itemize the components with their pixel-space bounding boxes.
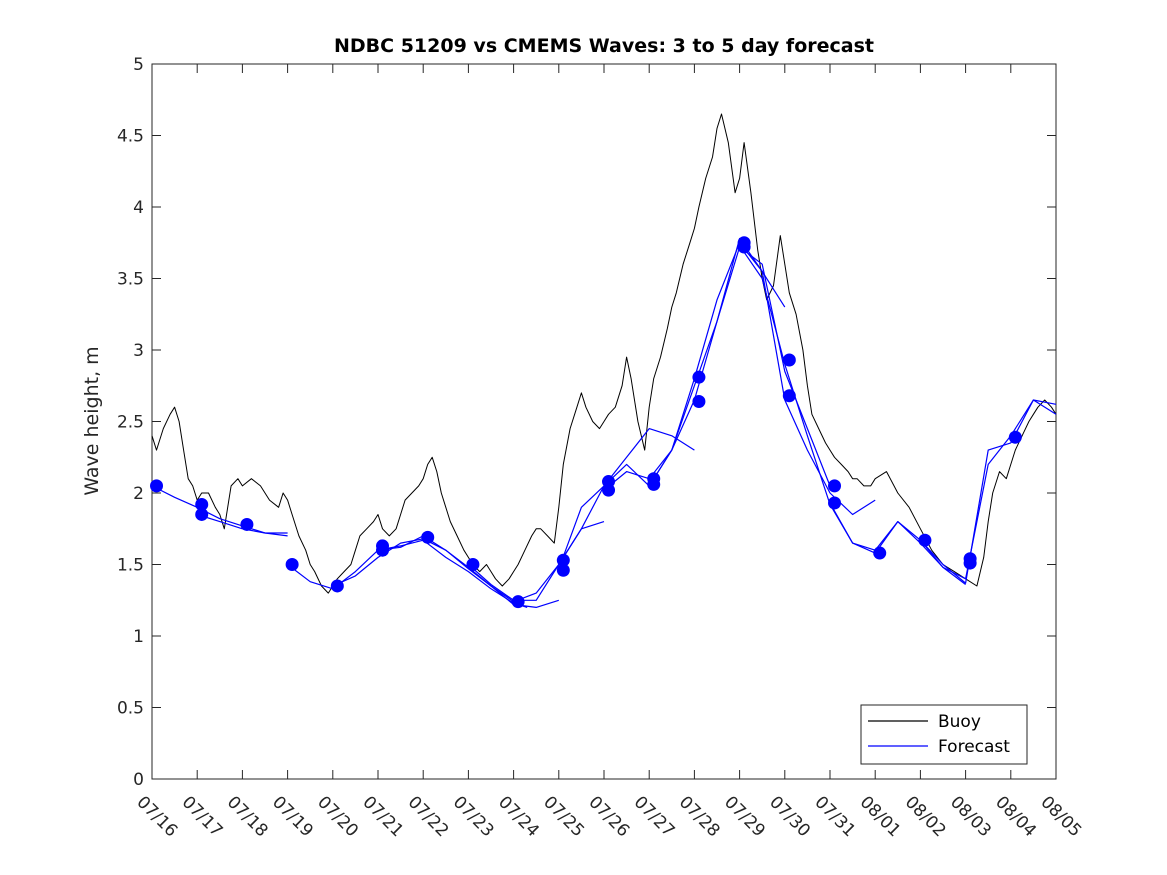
x-tick-label: 07/19 [268, 792, 317, 841]
legend-buoy-label: Buoy [938, 712, 981, 732]
forecast-marker [647, 477, 661, 491]
x-tick-label: 07/25 [539, 792, 588, 841]
x-tick-label: 07/29 [720, 792, 769, 841]
y-axis-label: Wave height, m [81, 346, 103, 495]
chart-title: NDBC 51209 vs CMEMS Waves: 3 to 5 day fo… [334, 35, 874, 57]
buoy-series-line [151, 113, 1057, 594]
x-tick-label: 07/18 [223, 792, 272, 841]
marker-layer [150, 236, 1022, 609]
y-tick-label: 1 [133, 627, 144, 647]
y-tick-label: 4.5 [117, 127, 144, 147]
x-tick-label: 07/24 [494, 792, 543, 841]
x-tick-label: 08/05 [1036, 792, 1085, 841]
forecast-marker [918, 533, 932, 547]
x-tick-label: 08/04 [991, 792, 1040, 841]
x-tick-label: 07/30 [765, 792, 814, 841]
y-tick-label: 0.5 [117, 699, 144, 719]
forecast-marker [195, 497, 209, 511]
x-tick-label: 07/28 [675, 792, 724, 841]
forecast-series-line [287, 539, 528, 608]
forecast-marker [963, 556, 977, 570]
forecast-marker [602, 483, 616, 497]
forecast-series-line [919, 399, 1057, 584]
series-layer [151, 113, 1057, 609]
x-tick-label: 07/27 [630, 792, 679, 841]
x-tick-label: 07/16 [132, 792, 181, 841]
forecast-marker [782, 389, 796, 403]
forecast-marker [692, 370, 706, 384]
forecast-marker [692, 394, 706, 408]
legend-box [860, 704, 1028, 765]
forecast-marker [466, 558, 480, 571]
forecast-marker [511, 595, 525, 609]
forecast-marker [330, 579, 344, 593]
forecast-marker [828, 479, 842, 493]
forecast-marker [556, 553, 570, 567]
y-tick-label: 3.5 [117, 270, 144, 290]
x-tick-label: 08/03 [946, 792, 995, 841]
x-tick-label: 07/23 [449, 792, 498, 841]
forecast-marker [828, 496, 842, 510]
x-tick-label: 07/21 [358, 792, 407, 841]
x-tick-label: 08/02 [901, 792, 950, 841]
y-tick-label: 1.5 [117, 556, 144, 576]
forecast-marker [285, 558, 299, 571]
x-tick-label: 07/31 [810, 792, 859, 841]
x-tick-label: 07/22 [404, 792, 453, 841]
forecast-series-line [829, 399, 1057, 580]
y-tick-label: 2 [133, 484, 144, 504]
legend: Buoy Forecast [860, 704, 1028, 765]
forecast-marker [782, 353, 796, 367]
forecast-marker [195, 507, 209, 521]
x-tick-label: 07/26 [584, 792, 633, 841]
legend-forecast-label: Forecast [938, 737, 1010, 757]
forecast-marker [421, 530, 435, 544]
x-tick-label: 07/17 [178, 792, 227, 841]
forecast-marker [150, 479, 164, 493]
forecast-marker [556, 563, 570, 577]
x-tick-label: 08/01 [856, 792, 905, 841]
y-tick-label: 3 [133, 341, 144, 361]
forecast-marker [376, 539, 390, 553]
forecast-series-line [468, 428, 695, 601]
y-tick-label: 0 [133, 770, 144, 790]
forecast-marker [737, 240, 751, 254]
forecast-marker [873, 546, 887, 560]
y-tick-label: 4 [133, 198, 144, 218]
forecast-marker [240, 517, 254, 531]
y-tick-label: 2.5 [117, 413, 144, 433]
forecast-marker [1008, 430, 1022, 444]
y-tick-label: 5 [133, 55, 144, 75]
x-tick-label: 07/20 [313, 792, 362, 841]
